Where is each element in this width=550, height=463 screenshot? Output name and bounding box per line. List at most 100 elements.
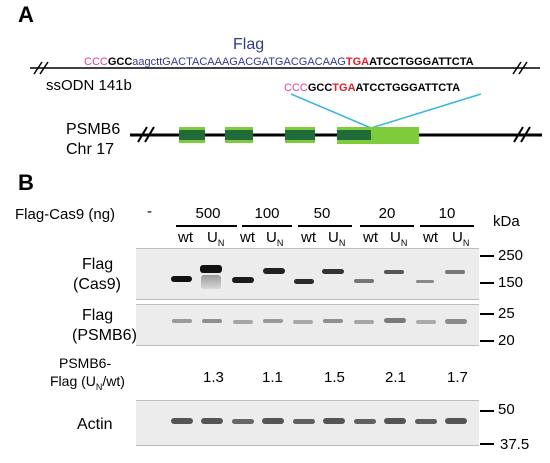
zoom-stop: TGA xyxy=(332,82,356,94)
ratio-label-2: Flag (UN/wt) xyxy=(50,373,125,392)
marker-250: 250 xyxy=(498,247,524,264)
marker-50: 50 xyxy=(498,401,515,418)
band-actin-2 xyxy=(201,418,223,424)
gene-break-right xyxy=(513,126,524,143)
lane-wt-20: wt xyxy=(363,229,378,246)
break-mark-right-2 xyxy=(518,61,528,75)
kda-label: kDa xyxy=(493,213,520,230)
band-cas9-wt-500 xyxy=(171,276,192,282)
band-psmb6-2 xyxy=(202,319,222,323)
flag-label: Flag xyxy=(233,36,265,53)
smear-cas9-un-500 xyxy=(201,275,221,289)
band-actin-9 xyxy=(415,419,437,424)
marker-tick-25 xyxy=(480,313,494,315)
group-bar-50 xyxy=(298,225,352,227)
seq-hindiii: aagctt xyxy=(132,56,163,68)
band-psmb6-5 xyxy=(293,320,313,324)
band-actin-1 xyxy=(171,418,193,424)
exon-4-coding xyxy=(337,130,371,140)
band-psmb6-6 xyxy=(323,319,343,323)
zoom-ccc: CCC xyxy=(284,82,308,94)
band-actin-10 xyxy=(445,418,467,424)
band-cas9-wt-10 xyxy=(416,280,434,283)
row-label-actin: Actin xyxy=(77,416,113,433)
lane-wt-10: wt xyxy=(423,229,438,246)
lane-un-10: UN xyxy=(452,229,470,248)
band-psmb6-10 xyxy=(445,319,467,324)
zoom-tail: ATCCTGGGATTCTA xyxy=(355,82,461,94)
band-cas9-un-20 xyxy=(384,270,404,274)
band-psmb6-3 xyxy=(233,320,253,324)
seq-ccc: CCC xyxy=(84,56,108,68)
band-cas9-un-10 xyxy=(445,270,465,274)
marker-37-5: 37.5 xyxy=(500,436,530,453)
group-50: 50 xyxy=(313,205,331,222)
band-actin-3 xyxy=(232,419,254,424)
zoom-gcc: GCC xyxy=(307,82,333,94)
seq-flag: GACTACAAAGACGATGACGACAAG xyxy=(162,56,346,68)
band-cas9-un-500 xyxy=(200,265,222,273)
band-actin-7 xyxy=(354,419,376,424)
row-label-psmb6-1: Flag xyxy=(82,307,114,324)
group-100: 100 xyxy=(254,205,280,222)
seq-stop: TGA xyxy=(345,56,370,68)
panel-b-label: B xyxy=(18,170,34,195)
blot-flag-cas9 xyxy=(136,248,479,300)
ratio-20: 2.1 xyxy=(385,369,406,386)
band-actin-8 xyxy=(384,418,406,424)
band-cas9-wt-20 xyxy=(354,279,374,283)
row-label-cas9-1: Flag xyxy=(82,256,114,273)
seq-tail: ATCCTGGGATTCTA xyxy=(369,56,474,68)
group-bar-20 xyxy=(360,225,414,227)
blot-flag-psmb6 xyxy=(136,304,479,346)
panel-a-graphics xyxy=(30,61,542,144)
group-10: 10 xyxy=(438,205,456,222)
marker-tick-150 xyxy=(480,282,494,284)
panel-a-label: A xyxy=(18,2,34,27)
marker-tick-20 xyxy=(480,340,494,342)
gene-break-right-2 xyxy=(520,126,531,143)
ratio-label-1: PSMB6- xyxy=(59,355,112,371)
group-bar-10 xyxy=(420,225,474,227)
marker-150: 150 xyxy=(498,274,524,291)
group-500: 500 xyxy=(195,205,221,222)
blot-actin xyxy=(136,400,479,446)
band-psmb6-9 xyxy=(416,320,436,324)
band-psmb6-8 xyxy=(384,318,406,323)
chromosome-label: Chr 17 xyxy=(66,141,115,158)
zoom-line-left xyxy=(290,93,372,129)
ratio-10: 1.7 xyxy=(447,369,468,386)
band-cas9-un-50 xyxy=(322,269,344,274)
lane-wt-50: wt xyxy=(301,229,316,246)
band-psmb6-1 xyxy=(172,319,192,323)
break-mark-left-2 xyxy=(39,61,49,75)
row-label-psmb6-2: (PSMB6) xyxy=(72,327,137,344)
band-actin-6 xyxy=(323,418,345,424)
break-mark-left xyxy=(33,61,43,75)
ratio-100: 1.1 xyxy=(262,369,283,386)
band-cas9-wt-100 xyxy=(232,277,254,283)
gene-break-left-2 xyxy=(144,126,155,143)
break-mark-right xyxy=(512,61,522,75)
marker-tick-250 xyxy=(480,255,494,257)
lane-un-500: UN xyxy=(207,229,225,248)
ssodn-label: ssODN 141b xyxy=(46,77,132,94)
ratio-500: 1.3 xyxy=(203,369,224,386)
lane-un-20: UN xyxy=(390,229,408,248)
lane-wt-500: wt xyxy=(178,229,193,246)
seq-gcc: GCC xyxy=(107,56,133,68)
marker-20: 20 xyxy=(498,332,515,349)
band-actin-5 xyxy=(293,419,315,424)
group-20: 20 xyxy=(378,205,396,222)
group-bar-100 xyxy=(242,225,292,227)
ssodn-sequence: CCCGCCaagcttGACTACAAAGACGATGACGACAAGTGAA… xyxy=(84,56,474,68)
no-cas9-dash: - xyxy=(147,203,152,220)
marker-tick-37-5 xyxy=(480,443,494,445)
band-actin-4 xyxy=(262,418,284,424)
lane-wt-100: wt xyxy=(240,229,255,246)
lane-un-100: UN xyxy=(266,229,284,248)
band-cas9-un-100 xyxy=(263,268,285,274)
row-label-cas9-2: (Cas9) xyxy=(73,276,122,293)
band-psmb6-7 xyxy=(354,320,374,324)
ratio-50: 1.5 xyxy=(324,369,345,386)
